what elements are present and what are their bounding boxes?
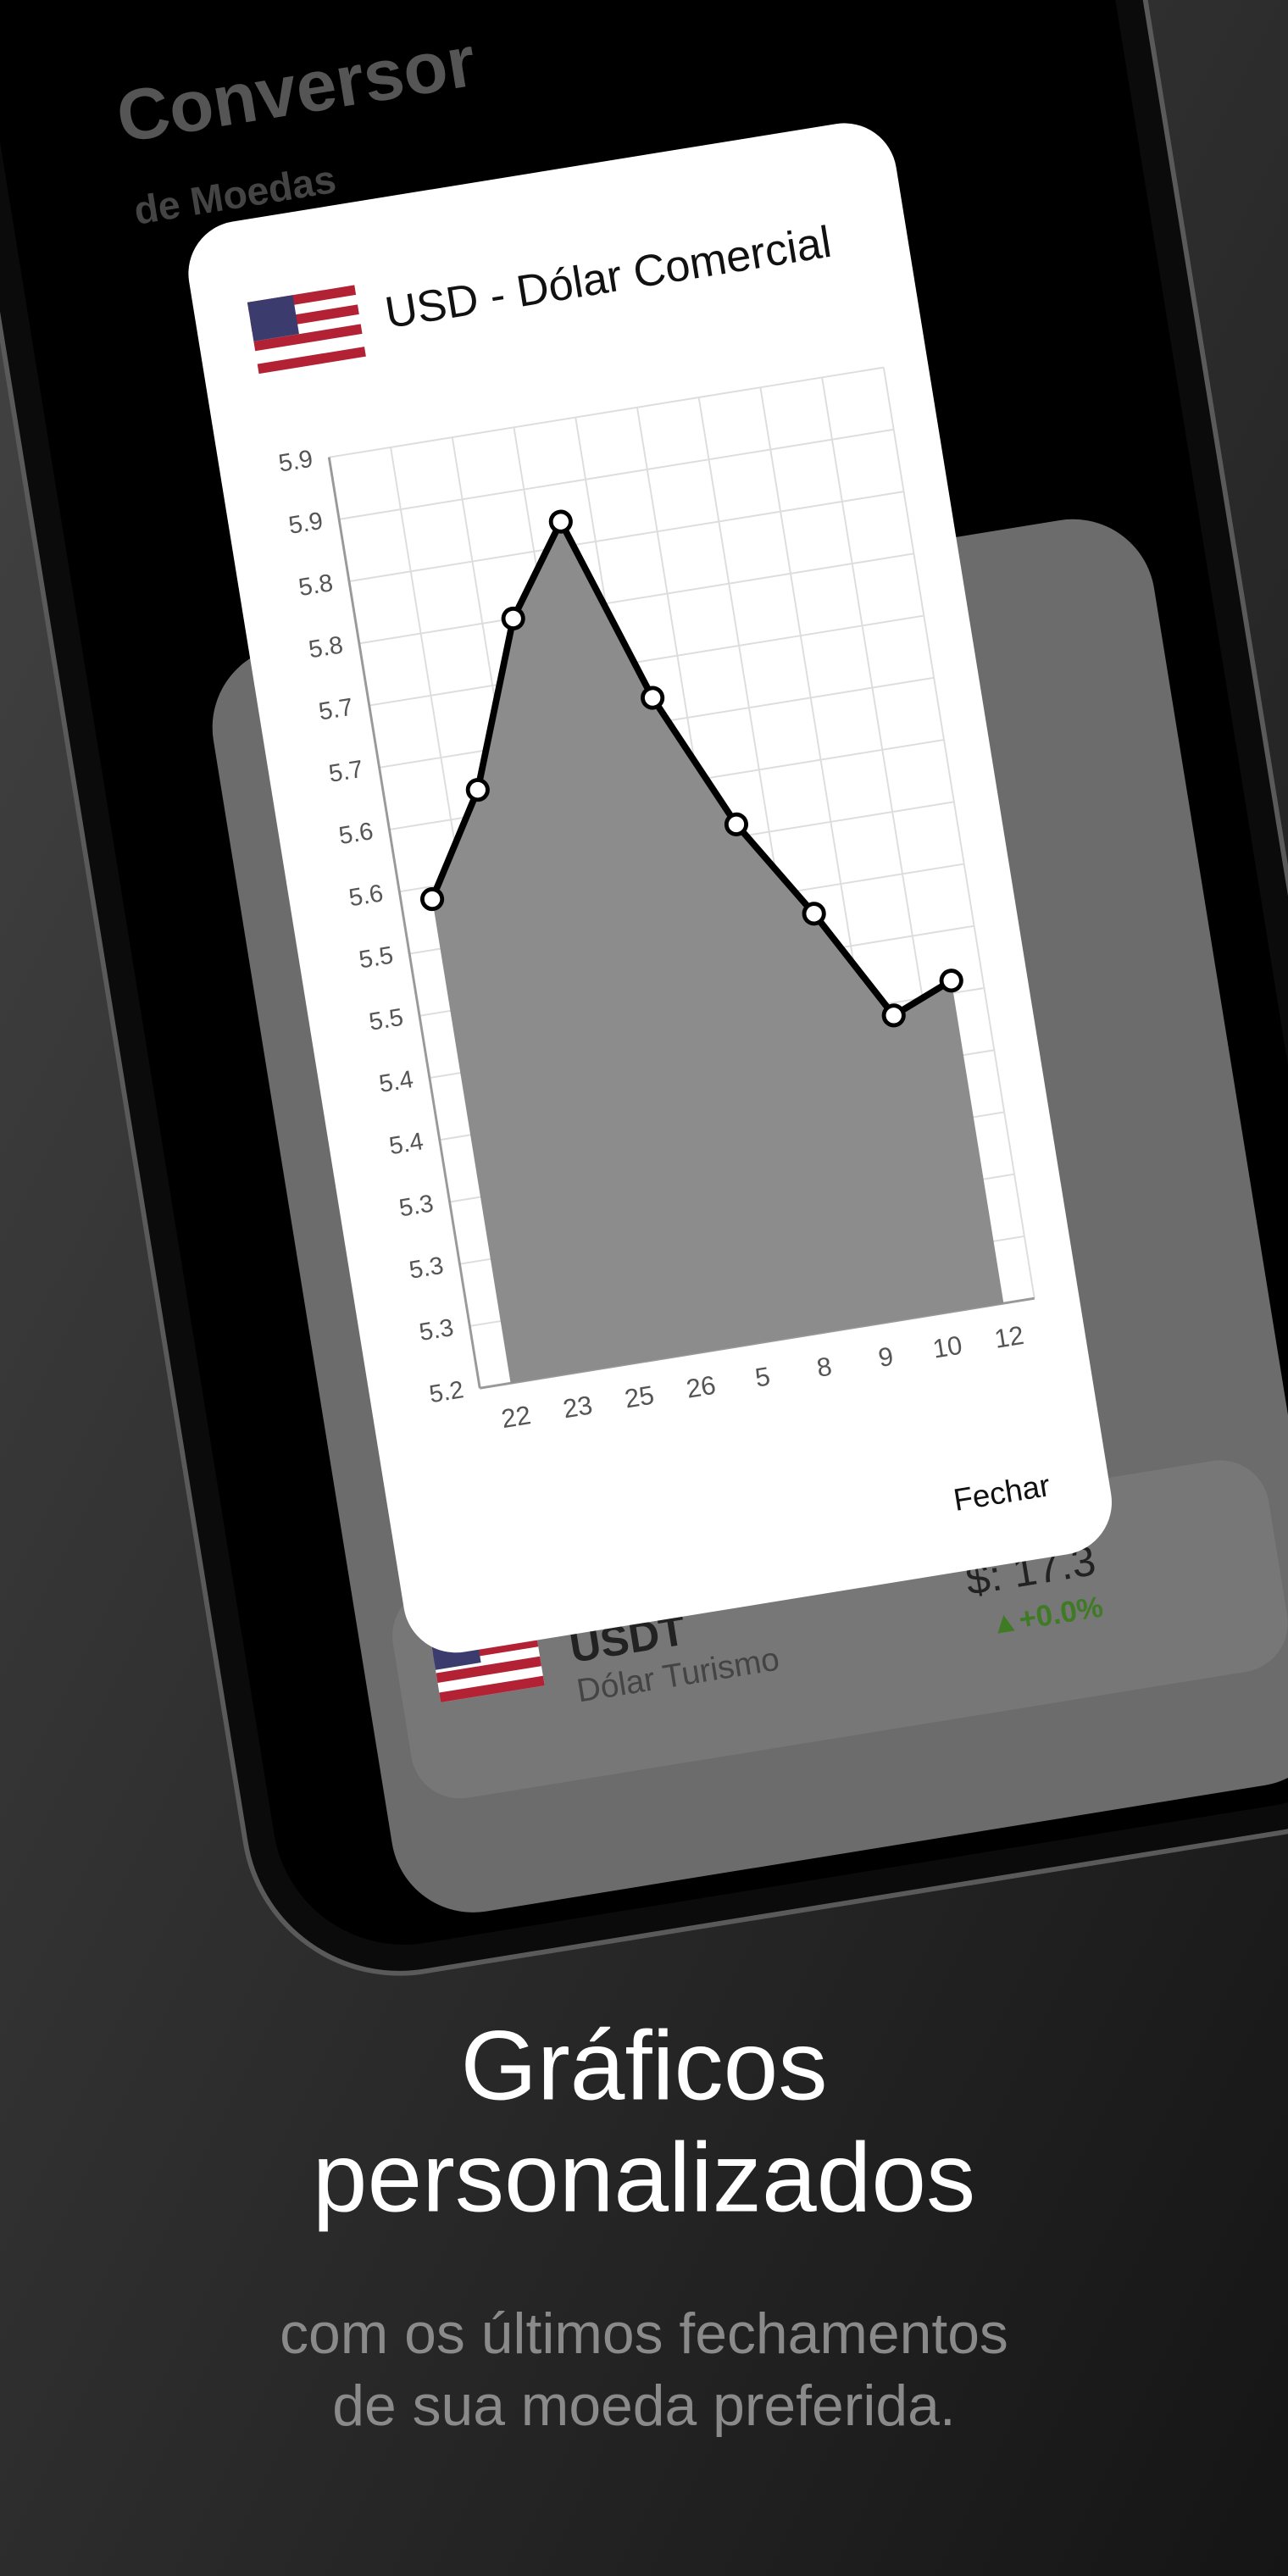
y-tick-label: 5.4 (377, 1066, 415, 1098)
chart-dialog: USD - Dólar Comercial Fechar 5.25.35.35.… (188, 123, 1112, 1653)
x-tick-label: 23 (561, 1390, 595, 1424)
x-tick-label: 25 (623, 1380, 657, 1414)
y-tick-label: 5.7 (317, 694, 355, 726)
point (465, 778, 490, 802)
area (432, 521, 1004, 1384)
x-tick-label: 26 (684, 1370, 718, 1404)
grid-line (358, 552, 914, 645)
grid-line (348, 491, 904, 583)
headline: Gráficos (460, 2010, 827, 2120)
caption-text: com os últimos fechamentos (280, 2302, 1008, 2366)
y-tick-label: 5.8 (307, 631, 345, 663)
y-tick-label: 5.9 (276, 446, 314, 478)
grid-line (329, 366, 884, 458)
point (501, 606, 525, 630)
point (881, 1003, 906, 1028)
y-tick-label: 5.4 (387, 1128, 425, 1160)
flag (247, 285, 366, 375)
y-tick-label: 5.5 (357, 942, 395, 974)
x-tick-label: 5 (753, 1361, 773, 1392)
y-tick-label: 5.3 (397, 1190, 436, 1222)
point (802, 902, 826, 926)
y-tick-label: 5.2 (427, 1376, 465, 1408)
point (420, 887, 445, 912)
y-tick-label: 5.6 (337, 818, 375, 850)
y-tick-label: 5.3 (418, 1314, 456, 1346)
point (724, 812, 749, 836)
x-tick-label: 8 (814, 1352, 834, 1383)
headline: personalizados (313, 2122, 975, 2232)
x-tick-label: 10 (930, 1330, 964, 1364)
y-tick-label: 5.8 (297, 569, 335, 602)
y-tick-label: 5.9 (286, 508, 325, 540)
point (641, 686, 665, 710)
x-tick-label: 22 (499, 1400, 533, 1434)
x-tick-label: 9 (876, 1341, 896, 1373)
x-tick-label: 12 (992, 1320, 1026, 1354)
point (548, 509, 573, 534)
y-tick-label: 5.5 (367, 1004, 405, 1036)
caption-text: de sua moeda preferida. (332, 2374, 955, 2438)
phone: Conversor de Moedas USDT Dólar Turismo $… (0, 0, 1288, 1976)
grid-line-vertical (882, 367, 1035, 1299)
y-tick-label: 5.7 (327, 756, 365, 788)
y-tick-label: 5.6 (347, 880, 386, 912)
point (939, 969, 963, 993)
y-axis (327, 457, 481, 1389)
y-tick-label: 5.3 (408, 1252, 446, 1285)
grid-line (369, 614, 924, 707)
grid-line (339, 428, 894, 520)
